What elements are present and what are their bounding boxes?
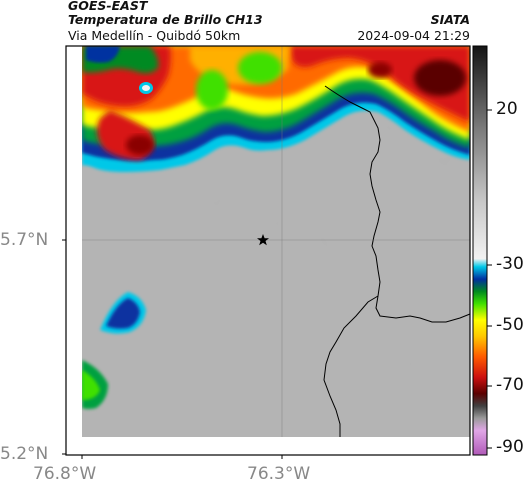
colorbar-label: -90: [496, 437, 524, 457]
cloud-field: [82, 46, 470, 437]
x-tick-label: 76.8°W: [33, 464, 97, 484]
y-tick-label: 5.2°N: [0, 444, 49, 464]
x-tick-label: 76.3°W: [247, 464, 311, 484]
satellite-title: GOES-EAST: [68, 0, 148, 13]
border-lines: [323, 85, 471, 437]
colorbar-label: -50: [496, 315, 524, 335]
route-label: Via Medellín - Quibdó 50km: [68, 28, 241, 43]
axis-ticks: [62, 239, 283, 459]
grid-lines: [82, 46, 470, 437]
colorbar-label: 20: [496, 99, 518, 119]
star-icon: [257, 234, 269, 246]
timestamp-label: 2024-09-04 21:29: [357, 28, 470, 43]
map-frame: [65, 45, 471, 456]
colorbar: [472, 45, 492, 456]
y-tick-label: 5.7°N: [0, 230, 49, 250]
org-label: SIATA: [430, 12, 470, 27]
colorbar-label: -30: [496, 254, 524, 274]
product-title: Temperatura de Brillo CH13: [68, 12, 263, 27]
colorbar-label: -70: [496, 375, 524, 395]
